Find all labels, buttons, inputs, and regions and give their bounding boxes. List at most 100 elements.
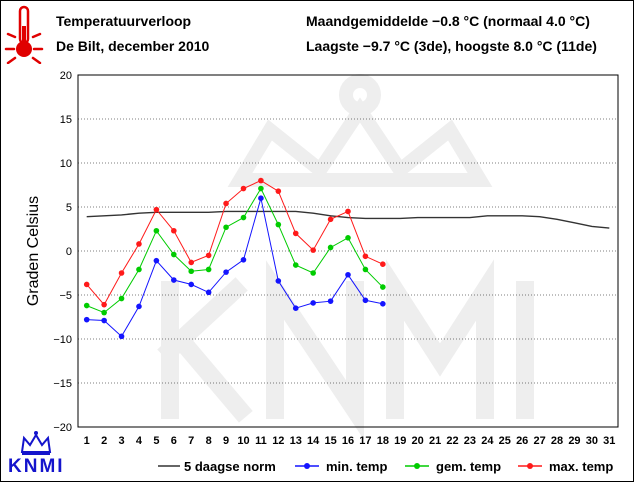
- data-point-max: [171, 227, 177, 234]
- monthly-average-text: Maandgemiddelde −0.8 °C (normaal 4.0 °C): [306, 13, 590, 29]
- chart-subtitle: De Bilt, december 2010: [56, 38, 210, 54]
- data-point-max: [83, 281, 90, 288]
- series-line-min: [86, 198, 383, 338]
- x-tick-label: 16: [342, 435, 354, 447]
- x-tick-label: 3: [118, 435, 124, 447]
- crown-watermark: [227, 74, 493, 187]
- data-point-gem: [153, 227, 160, 234]
- crown-icon: [20, 431, 52, 455]
- data-point-min: [380, 301, 386, 307]
- series-layer: [83, 177, 610, 340]
- series-line-norm: [86, 210, 610, 229]
- x-tick-label: 25: [499, 435, 511, 447]
- x-tick-label: 24: [481, 435, 494, 447]
- legend: 5 daagse norm min. temp gem. temp max. temp: [158, 459, 613, 474]
- legend-label-min: min. temp: [326, 459, 387, 474]
- data-point-gem: [101, 309, 107, 316]
- data-point-gem: [240, 214, 247, 221]
- plot-area-border: [77, 74, 619, 428]
- x-axis-ticks: 1 2 3 4 5 6 7 8 9 10 11 12 13 14 15 16 17 18 19 20 21 22 23 24 2…: [84, 435, 616, 447]
- data-point-gem: [258, 185, 264, 192]
- data-point-max: [240, 185, 247, 192]
- x-tick-label: 19: [394, 435, 406, 447]
- data-point-max: [275, 188, 282, 194]
- x-tick-label: 22: [446, 435, 458, 447]
- legend-label-max: max. temp: [549, 459, 613, 474]
- x-tick-label: 28: [551, 435, 563, 447]
- data-point-min: [118, 333, 125, 340]
- data-point-max: [258, 177, 264, 184]
- y-tick-label: 0: [66, 246, 72, 258]
- data-point-gem: [362, 266, 369, 273]
- data-point-min: [362, 297, 369, 304]
- data-point-max: [327, 216, 334, 223]
- data-point-min: [188, 281, 195, 288]
- series-line-max: [86, 180, 384, 306]
- x-tick-label: 12: [272, 435, 284, 447]
- data-point-min: [171, 277, 177, 283]
- gridlines: [78, 118, 618, 384]
- x-tick-label: 10: [237, 435, 249, 447]
- x-tick-label: 30: [586, 435, 598, 447]
- data-point-min: [223, 269, 229, 275]
- data-point-min: [275, 278, 282, 284]
- y-tick-label: −5: [59, 290, 72, 302]
- data-point-max: [362, 253, 369, 260]
- data-point-gem: [83, 302, 90, 309]
- data-point-max: [205, 252, 212, 259]
- x-tick-label: 15: [324, 435, 336, 447]
- x-tick-label: 17: [359, 435, 371, 447]
- data-point-gem: [188, 268, 195, 275]
- legend-label-norm: 5 daagse norm: [184, 459, 276, 474]
- data-point-gem: [136, 266, 142, 273]
- data-point-min: [136, 303, 142, 310]
- thermometer-icon: [4, 5, 44, 64]
- x-tick-label: 26: [516, 435, 528, 447]
- legend-marker-max: [527, 463, 533, 469]
- x-tick-label: 5: [153, 435, 159, 447]
- data-point-gem: [310, 270, 316, 276]
- data-point-max: [310, 247, 316, 253]
- x-tick-label: 18: [377, 435, 389, 447]
- x-tick-label: 20: [412, 435, 424, 447]
- data-point-gem: [171, 251, 177, 258]
- data-point-gem: [292, 262, 299, 268]
- y-tick-label: −15: [53, 378, 72, 390]
- data-point-max: [223, 200, 229, 207]
- knmi-watermark: [157, 259, 534, 440]
- data-point-gem: [327, 244, 334, 251]
- extremes-text: Laagste −9.7 °C (3de), hoogste 8.0 °C (1…: [306, 38, 597, 54]
- x-tick-label: 9: [223, 435, 229, 447]
- data-point-gem: [275, 221, 282, 228]
- y-tick-label: −10: [53, 334, 72, 346]
- knmi-logo-text: KNMI: [8, 456, 65, 477]
- legend-marker-gem: [414, 463, 420, 469]
- x-tick-label: 1: [84, 435, 90, 447]
- data-point-max: [188, 259, 195, 266]
- data-point-min: [240, 257, 247, 263]
- x-tick-label: 11: [255, 435, 267, 447]
- y-tick-label: 20: [60, 70, 72, 82]
- data-point-min: [83, 316, 90, 323]
- x-tick-label: 8: [206, 435, 212, 447]
- series-line-gem: [86, 187, 384, 314]
- data-point-min: [153, 257, 160, 264]
- y-axis-ticks: 20 15 10 5 0 −5 −10 −15 −20: [53, 70, 72, 434]
- data-point-min: [258, 195, 264, 201]
- x-tick-label: 2: [101, 435, 107, 447]
- data-point-max: [101, 301, 107, 308]
- data-point-max: [136, 241, 142, 247]
- data-point-gem: [223, 224, 229, 231]
- y-tick-label: 5: [66, 202, 72, 214]
- x-tick-label: 4: [136, 435, 143, 447]
- y-tick-label: 15: [60, 114, 72, 126]
- x-tick-label: 29: [568, 435, 580, 447]
- data-point-min: [345, 271, 351, 278]
- x-tick-label: 7: [188, 435, 194, 447]
- x-tick-label: 13: [290, 435, 302, 447]
- x-tick-label: 21: [429, 435, 441, 447]
- x-tick-label: 23: [464, 435, 476, 447]
- chart-title: Temperatuurverloop: [56, 13, 192, 29]
- y-axis-label: Graden Celsius: [25, 196, 42, 306]
